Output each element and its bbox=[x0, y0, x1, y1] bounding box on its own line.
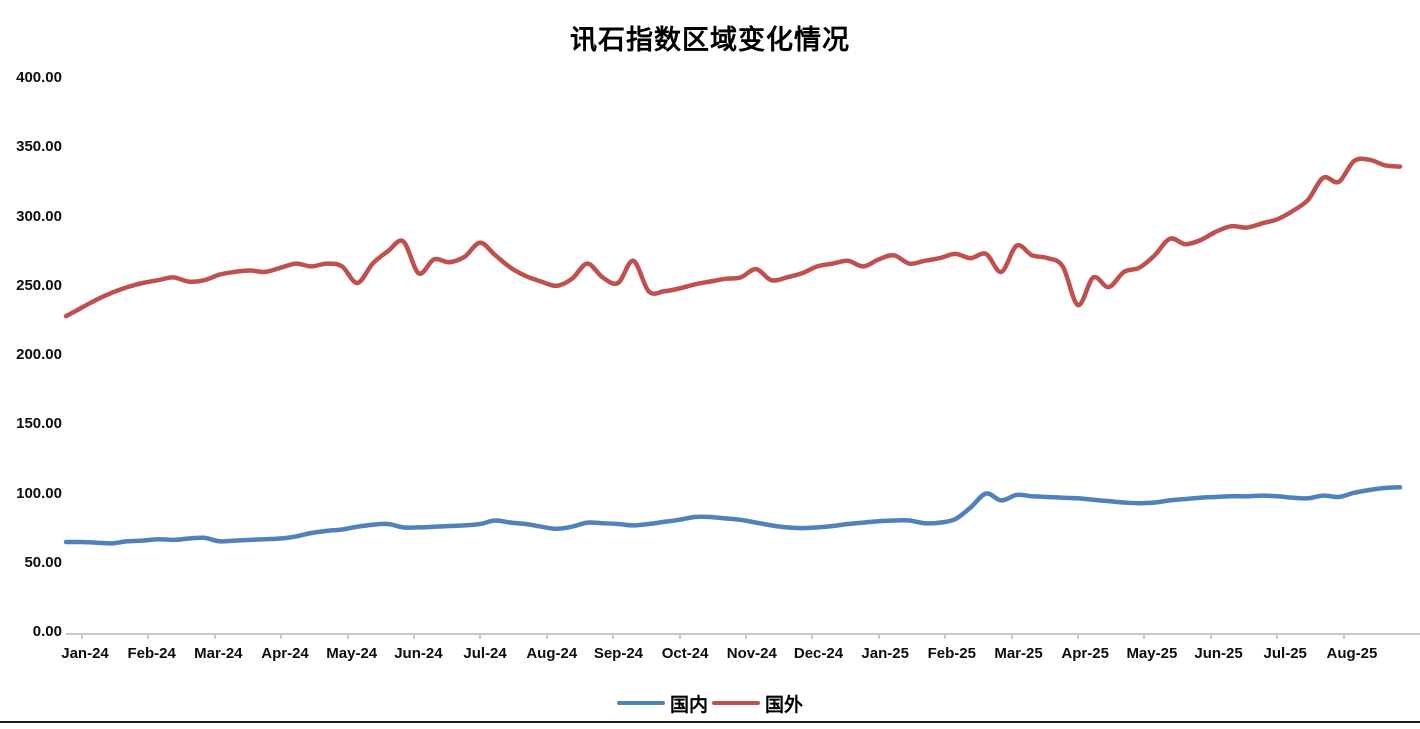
y-axis-label: 100.00 bbox=[16, 484, 62, 502]
x-axis-label: Apr-25 bbox=[1061, 645, 1109, 662]
bottom-border-line bbox=[0, 721, 1420, 723]
x-axis-label: Oct-24 bbox=[661, 645, 709, 662]
x-axis-label: Feb-25 bbox=[927, 645, 976, 662]
y-axis-label: 150.00 bbox=[16, 415, 62, 433]
series-line-国外 bbox=[63, 156, 1403, 319]
legend: 国内 国外 bbox=[0, 690, 1420, 716]
y-axis-label: 300.00 bbox=[16, 207, 62, 225]
x-axis-label: Aug-24 bbox=[526, 645, 578, 662]
legend-item: 国外 bbox=[712, 690, 803, 717]
x-axis-tick bbox=[1143, 634, 1146, 639]
x-axis-tick bbox=[280, 634, 283, 639]
x-axis-label: Jun-25 bbox=[1194, 645, 1243, 662]
y-axis-label: 50.00 bbox=[24, 553, 62, 571]
x-axis-label: Jul-24 bbox=[463, 645, 507, 662]
x-axis-tick bbox=[612, 634, 615, 639]
x-axis-tick bbox=[479, 634, 482, 639]
x-axis-tick bbox=[81, 634, 83, 639]
x-axis-label: Apr-24 bbox=[261, 645, 309, 662]
x-axis-label: Jul-25 bbox=[1263, 645, 1307, 662]
x-axis-label: Jan-24 bbox=[61, 645, 109, 662]
y-axis-label: 350.00 bbox=[16, 138, 62, 156]
x-axis-label: May-24 bbox=[326, 645, 378, 662]
chart-title: 讯石指数区域变化情况 bbox=[570, 25, 850, 55]
x-axis-line bbox=[66, 633, 1420, 635]
series-line-国内 bbox=[63, 485, 1403, 546]
x-axis-label: May-25 bbox=[1126, 645, 1178, 662]
x-axis-label: Mar-24 bbox=[194, 645, 243, 662]
y-axis-label: 200.00 bbox=[16, 346, 62, 363]
x-axis-label: Nov-24 bbox=[726, 645, 777, 662]
x-axis-tick bbox=[413, 634, 415, 639]
legend-label: 国外 bbox=[765, 694, 804, 716]
legend-line-swatch bbox=[616, 701, 665, 705]
x-axis-tick bbox=[1276, 634, 1279, 639]
legend-label: 国内 bbox=[669, 694, 708, 716]
x-axis-label: Jun-24 bbox=[394, 645, 443, 662]
x-axis-tick bbox=[1010, 634, 1013, 639]
legend-item: 国内 bbox=[616, 690, 708, 717]
x-axis-tick bbox=[678, 634, 681, 639]
x-axis-tick bbox=[877, 634, 880, 639]
x-axis-label: Dec-24 bbox=[793, 645, 844, 662]
x-axis-tick bbox=[1342, 634, 1345, 639]
x-axis-tick bbox=[346, 634, 349, 639]
x-axis-tick bbox=[745, 634, 747, 639]
x-axis-label: Jan-25 bbox=[861, 645, 909, 662]
x-axis-tick bbox=[213, 634, 216, 639]
x-axis-tick bbox=[1209, 634, 1212, 639]
x-axis-tick bbox=[545, 634, 548, 639]
x-axis-tick bbox=[811, 634, 814, 639]
x-axis-tick bbox=[147, 634, 150, 639]
x-axis-label: Aug-25 bbox=[1326, 645, 1378, 662]
y-axis-label: 400.00 bbox=[16, 69, 62, 86]
y-axis-label: 250.00 bbox=[16, 276, 62, 294]
y-axis-label: 0.00 bbox=[32, 623, 62, 640]
x-axis-label: Mar-25 bbox=[994, 645, 1043, 662]
legend-line-swatch bbox=[712, 701, 760, 705]
x-axis-tick bbox=[944, 634, 947, 639]
x-axis-label: Sep-24 bbox=[593, 645, 644, 662]
x-axis-tick bbox=[1077, 634, 1079, 639]
x-axis-label: Feb-24 bbox=[127, 645, 176, 662]
